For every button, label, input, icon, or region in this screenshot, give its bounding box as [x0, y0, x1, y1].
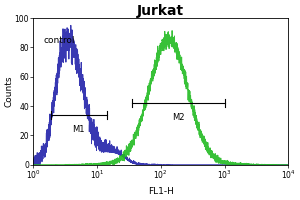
Text: M2: M2: [172, 113, 184, 122]
Y-axis label: Counts: Counts: [4, 76, 13, 107]
Title: Jurkat: Jurkat: [137, 4, 184, 18]
Text: M1: M1: [73, 125, 85, 134]
Text: control: control: [44, 36, 75, 45]
X-axis label: FL1-H: FL1-H: [148, 187, 174, 196]
